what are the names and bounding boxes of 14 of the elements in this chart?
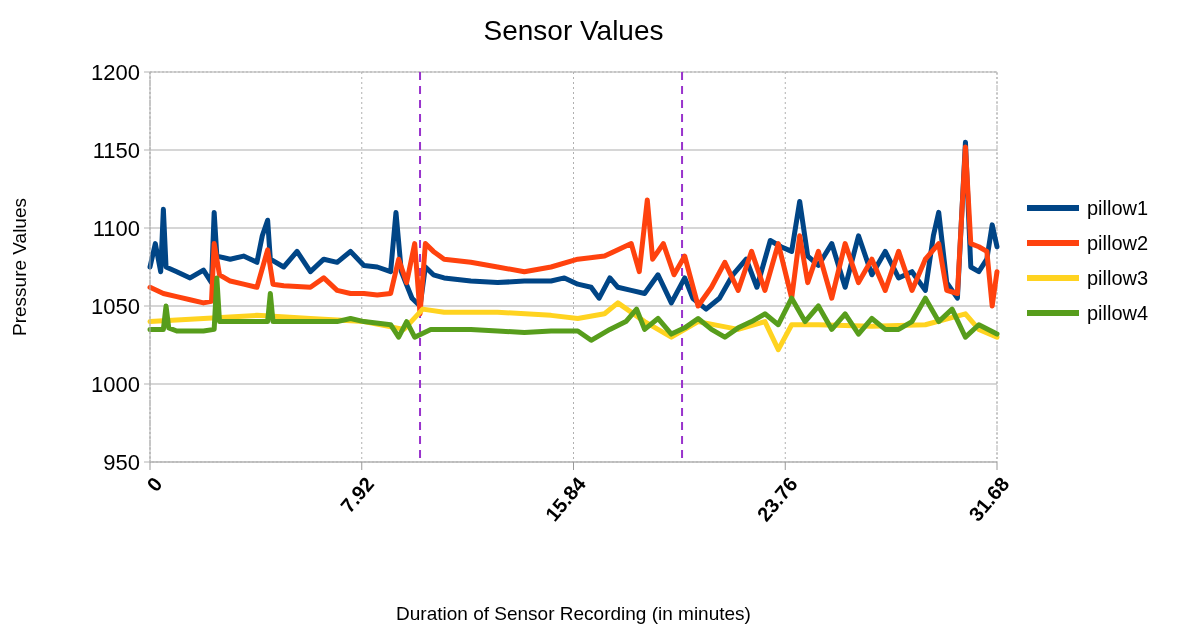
y-tick-label: 1050 — [91, 293, 140, 319]
y-axis-title: Pressure Values — [9, 198, 30, 336]
y-tick-label: 950 — [103, 449, 140, 475]
y-tick-label: 1000 — [91, 371, 140, 397]
y-tick-label: 1200 — [91, 59, 140, 85]
y-tick-label: 1150 — [92, 137, 140, 163]
legend-label: pillow2 — [1087, 232, 1149, 254]
legend-label: pillow3 — [1087, 267, 1149, 289]
x-tick-label: 0 — [142, 472, 167, 496]
y-tick-label: 1100 — [92, 215, 140, 241]
chart-title: Sensor Values — [483, 15, 664, 46]
legend-label: pillow1 — [1087, 197, 1149, 219]
legend-label: pillow4 — [1087, 302, 1149, 324]
x-axis-title: Duration of Sensor Recording (in minutes) — [396, 603, 751, 624]
